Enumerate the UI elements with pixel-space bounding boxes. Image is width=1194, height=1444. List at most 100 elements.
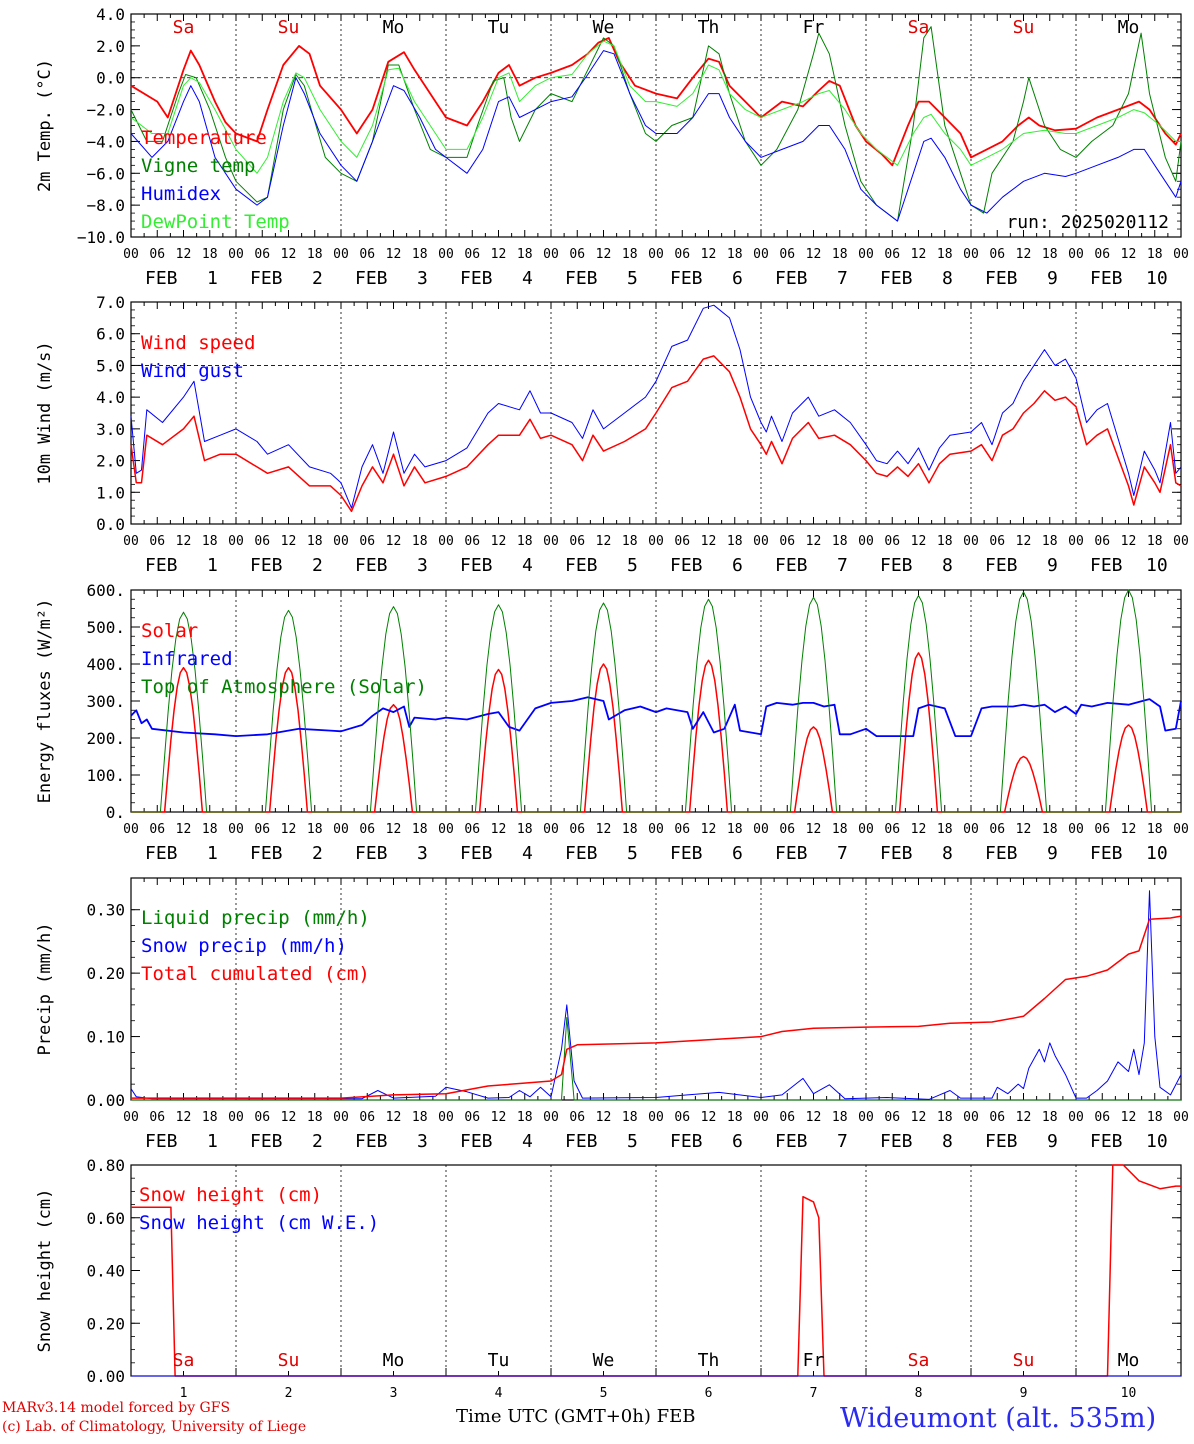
date-month-label: FEB <box>880 555 913 576</box>
day-of-week-label: Mo <box>1118 17 1140 38</box>
hour-tick-label: 12 <box>806 822 822 837</box>
hour-tick-label: 18 <box>622 534 638 549</box>
hour-tick-label: 12 <box>596 1110 612 1125</box>
hour-tick-label: 12 <box>281 1110 297 1125</box>
date-month-label: FEB <box>565 555 598 576</box>
hour-tick-label: 12 <box>176 247 192 262</box>
hour-tick-label: 18 <box>412 247 428 262</box>
hour-tick-label: 18 <box>307 534 323 549</box>
y-tick-label: 400. <box>86 655 125 674</box>
date-month-label: FEB <box>460 555 493 576</box>
date-day-label: 10 <box>1146 268 1168 289</box>
date-month-label: FEB <box>880 843 913 864</box>
date-day-label: 8 <box>942 268 953 289</box>
date-month-label: FEB <box>985 555 1018 576</box>
date-day-label: 2 <box>312 1131 323 1152</box>
series-line-wind-speed <box>130 355 1182 513</box>
hour-tick-label: 18 <box>517 534 533 549</box>
date-day-label: 4 <box>522 843 533 864</box>
hour-tick-label: 12 <box>911 534 927 549</box>
y-tick-label: 0.40 <box>86 1262 125 1281</box>
date-month-label: FEB <box>460 843 493 864</box>
hour-tick-label: 06 <box>989 1110 1005 1125</box>
hour-tick-label: 00 <box>438 534 454 549</box>
date-month-label: FEB <box>250 268 283 289</box>
hour-tick-label: 18 <box>307 1110 323 1125</box>
hour-tick-label: 00 <box>333 822 349 837</box>
hour-tick-label: 18 <box>412 822 428 837</box>
series-line-total-cumulated-cm- <box>131 915 1182 1099</box>
hour-tick-label: 12 <box>911 247 927 262</box>
hour-tick-label: 00 <box>543 534 559 549</box>
hour-tick-label: 00 <box>858 534 874 549</box>
hour-tick-label: 12 <box>596 534 612 549</box>
series-line-infrared <box>130 696 1182 737</box>
hour-tick-label: 18 <box>1147 247 1163 262</box>
hour-tick-label: 18 <box>937 247 953 262</box>
hour-tick-label: 06 <box>464 534 480 549</box>
hour-tick-label: 00 <box>1173 534 1189 549</box>
date-month-label: FEB <box>775 843 808 864</box>
hour-tick-label: 12 <box>701 822 717 837</box>
hour-tick-label: 00 <box>1173 247 1189 262</box>
hour-tick-label: 00 <box>123 247 139 262</box>
date-day-label: 5 <box>627 555 638 576</box>
hour-tick-label: 18 <box>937 534 953 549</box>
hour-tick-label: 12 <box>176 534 192 549</box>
hour-tick-label: 12 <box>806 1110 822 1125</box>
hour-tick-label: 06 <box>254 822 270 837</box>
hour-tick-label: 12 <box>1121 822 1137 837</box>
date-month-label: FEB <box>355 555 388 576</box>
hour-tick-label: 18 <box>517 1110 533 1125</box>
day-of-week-label: Fr <box>803 17 825 38</box>
hour-tick-label: 18 <box>1147 534 1163 549</box>
hour-tick-label: 18 <box>202 247 218 262</box>
hour-tick-label: 12 <box>1016 534 1032 549</box>
hour-tick-label: 06 <box>884 1110 900 1125</box>
day-of-week-label: Su <box>1013 17 1035 38</box>
hour-tick-label: 12 <box>911 822 927 837</box>
y-tick-label: 600. <box>86 581 125 600</box>
date-day-label: 1 <box>207 555 218 576</box>
date-day-label: 8 <box>942 1131 953 1152</box>
date-day-label: 6 <box>732 843 743 864</box>
panel-1 <box>130 13 1182 238</box>
date-month-label: FEB <box>985 268 1018 289</box>
date-month-label: FEB <box>670 843 703 864</box>
hour-tick-label: 12 <box>281 247 297 262</box>
hour-tick-label: 18 <box>517 822 533 837</box>
date-month-label: FEB <box>250 843 283 864</box>
y-tick-label: 0.20 <box>86 1314 125 1333</box>
hour-tick-label: 00 <box>753 247 769 262</box>
hour-tick-label: 18 <box>307 247 323 262</box>
hour-tick-label: 18 <box>727 822 743 837</box>
date-day-label: 7 <box>837 268 848 289</box>
day-of-week-label: Sa <box>173 17 195 38</box>
date-month-label: FEB <box>775 268 808 289</box>
hour-tick-label: 00 <box>228 1110 244 1125</box>
hour-tick-label: 06 <box>254 247 270 262</box>
date-month-label: FEB <box>145 1131 178 1152</box>
date-month-label: FEB <box>565 1131 598 1152</box>
hour-tick-label: 12 <box>491 534 507 549</box>
date-month-label: FEB <box>145 555 178 576</box>
legend-entry: Snow height (cm W.E.) <box>139 1212 379 1234</box>
hour-tick-label: 00 <box>333 534 349 549</box>
date-month-label: FEB <box>145 843 178 864</box>
hour-tick-label: 18 <box>307 822 323 837</box>
hour-tick-label: 12 <box>596 822 612 837</box>
hour-tick-label: 00 <box>963 247 979 262</box>
date-month-label: FEB <box>775 555 808 576</box>
hour-tick-label: 12 <box>1121 534 1137 549</box>
hour-tick-label: 06 <box>779 822 795 837</box>
date-day-label: 5 <box>627 268 638 289</box>
hour-tick-label: 12 <box>701 534 717 549</box>
day-of-week-label: Su <box>278 1350 300 1371</box>
date-day-label: 9 <box>1047 1131 1058 1152</box>
day-number-label: 2 <box>285 1386 293 1401</box>
hour-tick-label: 12 <box>1016 247 1032 262</box>
y-tick-label: 0. <box>106 803 125 822</box>
y-tick-label: 4.0 <box>96 388 125 407</box>
y-tick-label: 0.80 <box>86 1156 125 1175</box>
